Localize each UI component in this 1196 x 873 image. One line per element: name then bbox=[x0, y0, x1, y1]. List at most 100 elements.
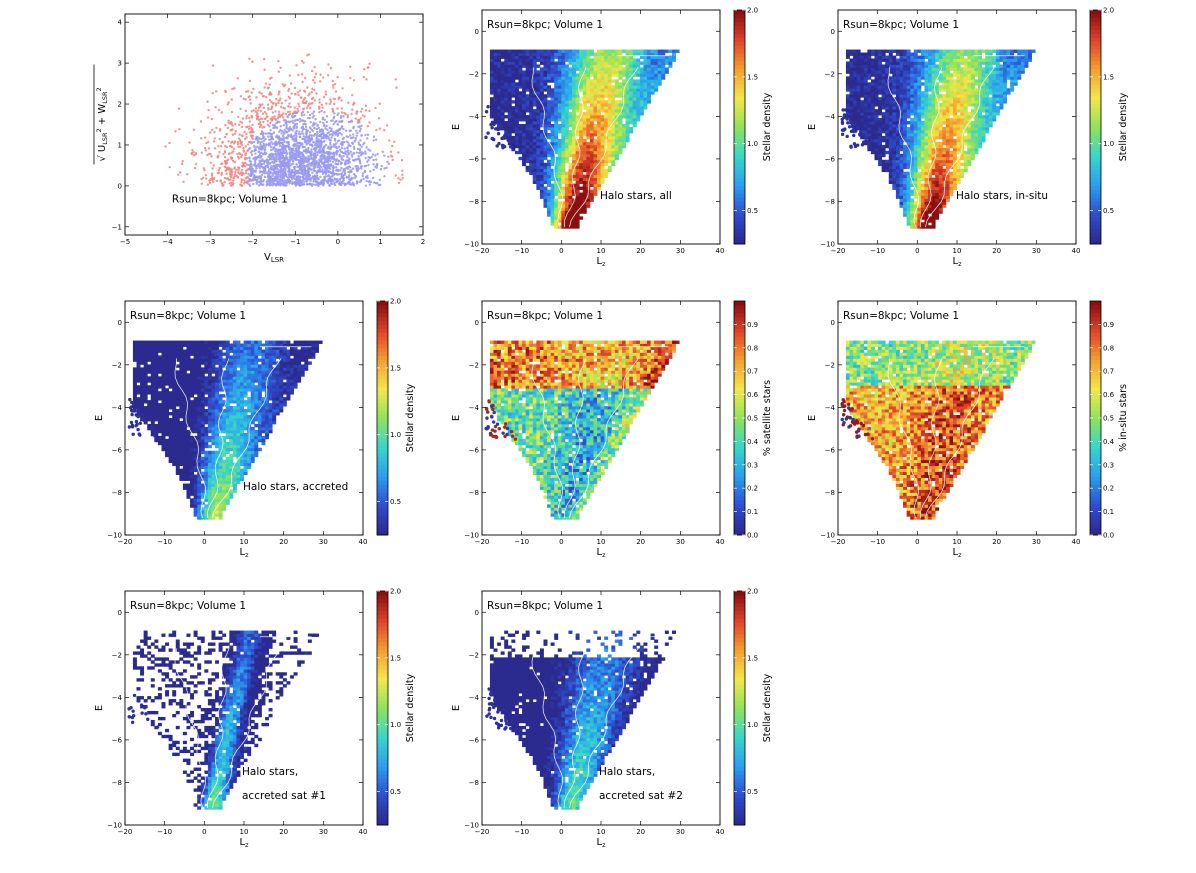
heatmap-cell bbox=[953, 177, 958, 182]
heatmap-cell bbox=[572, 135, 577, 140]
heatmap-cell bbox=[504, 106, 509, 110]
scatter-point bbox=[294, 153, 297, 157]
scatter-point bbox=[263, 175, 267, 179]
scatter-point bbox=[299, 132, 302, 136]
heatmap-cell bbox=[550, 198, 555, 202]
heatmap-cell bbox=[607, 144, 612, 149]
heatmap-cell bbox=[572, 103, 577, 107]
heatmap-cell bbox=[960, 174, 965, 179]
heatmap-cell bbox=[529, 121, 534, 125]
heatmap-cell bbox=[554, 135, 559, 140]
heatmap-cell bbox=[895, 195, 900, 199]
heatmap-cell bbox=[629, 106, 634, 110]
heatmap-cell bbox=[557, 225, 562, 229]
heatmap-cell bbox=[600, 118, 605, 122]
heatmap-cell bbox=[550, 162, 555, 167]
heatmap-cell bbox=[611, 135, 616, 140]
heatmap-cell bbox=[618, 135, 623, 140]
heatmap-cell bbox=[557, 159, 562, 164]
heatmap-cell bbox=[536, 49, 541, 53]
heatmap-cell bbox=[589, 121, 594, 125]
scatter-point bbox=[304, 123, 307, 126]
heatmap-cell bbox=[593, 94, 598, 98]
heatmap-cell bbox=[572, 112, 577, 116]
heatmap-cell bbox=[604, 55, 609, 59]
heatmap-cell bbox=[550, 118, 555, 122]
scatter-point bbox=[217, 144, 220, 148]
heatmap-cell bbox=[614, 79, 619, 83]
scatter-point bbox=[341, 158, 345, 162]
heatmap-cell bbox=[554, 73, 559, 77]
heatmap-cell bbox=[557, 156, 562, 161]
scatter-point bbox=[290, 169, 294, 172]
heatmap-cell bbox=[561, 109, 566, 113]
heatmap-cell bbox=[586, 132, 591, 137]
heatmap-cell bbox=[564, 79, 569, 83]
heatmap-cell bbox=[554, 70, 559, 74]
heatmap-cell bbox=[604, 156, 609, 161]
heatmap-cell bbox=[604, 121, 609, 125]
heatmap-cell bbox=[522, 129, 527, 134]
heatmap-cell bbox=[622, 61, 626, 65]
heatmap-cell bbox=[525, 73, 530, 77]
heatmap-cell bbox=[507, 103, 512, 107]
scatter-point bbox=[240, 171, 243, 174]
scatter-point bbox=[331, 160, 335, 163]
heatmap-cell bbox=[539, 73, 544, 77]
scatter-point bbox=[328, 175, 332, 179]
heatmap-cell bbox=[917, 162, 922, 167]
scatter-point bbox=[362, 152, 365, 155]
heatmap-cell bbox=[568, 141, 573, 146]
heatmap-cell bbox=[518, 82, 523, 86]
heatmap-cell bbox=[647, 70, 651, 74]
heatmap-cell bbox=[614, 103, 619, 107]
scatter-point bbox=[355, 129, 358, 132]
heatmap-cell bbox=[525, 168, 530, 173]
heatmap-cell bbox=[550, 127, 555, 131]
scatter-point bbox=[381, 150, 384, 154]
heatmap-cell bbox=[618, 64, 623, 68]
heatmap-cell bbox=[529, 150, 534, 155]
heatmap-cell bbox=[564, 159, 569, 164]
scatter-point bbox=[285, 181, 288, 185]
scatter-point bbox=[319, 133, 322, 137]
scatter-point bbox=[387, 162, 391, 166]
scatter-point bbox=[242, 182, 246, 185]
heatmap-cell bbox=[906, 159, 911, 164]
heatmap-cell bbox=[625, 129, 630, 134]
heatmap-cell bbox=[589, 97, 594, 101]
heatmap-cell bbox=[632, 88, 637, 92]
heatmap-cell bbox=[582, 112, 587, 116]
scatter-point bbox=[378, 102, 381, 105]
heatmap-cell bbox=[539, 183, 544, 187]
y-tick-label: −10 bbox=[464, 241, 479, 249]
heatmap-cell bbox=[618, 147, 623, 152]
heatmap-cell bbox=[607, 55, 612, 59]
colorbar-segment bbox=[734, 162, 745, 167]
heatmap-cell bbox=[910, 201, 915, 205]
heatmap-cell bbox=[529, 118, 534, 122]
heatmap-cell bbox=[511, 61, 516, 65]
heatmap-cell bbox=[536, 124, 541, 128]
heatmap-cell bbox=[557, 70, 562, 74]
heatmap-cell bbox=[550, 55, 555, 59]
heatmap-cell bbox=[550, 204, 555, 208]
scatter-point bbox=[238, 123, 241, 127]
scatter-point bbox=[368, 180, 371, 183]
heatmap-cell bbox=[906, 219, 911, 223]
heatmap-cell bbox=[885, 165, 890, 170]
heatmap-cell bbox=[493, 82, 498, 86]
heatmap-cell bbox=[593, 177, 598, 182]
scatter-point bbox=[349, 183, 353, 186]
scatter-point bbox=[319, 148, 322, 152]
heatmap-cell bbox=[564, 135, 569, 140]
heatmap-cell bbox=[920, 168, 925, 173]
scatter-point bbox=[230, 168, 234, 171]
scatter-point bbox=[313, 99, 316, 102]
scatter-point bbox=[252, 109, 256, 112]
heatmap-cell bbox=[543, 168, 548, 173]
heatmap-cell bbox=[582, 115, 587, 119]
scatter-point bbox=[249, 174, 253, 177]
heatmap-cell bbox=[514, 70, 519, 74]
scatter-point bbox=[259, 156, 262, 159]
